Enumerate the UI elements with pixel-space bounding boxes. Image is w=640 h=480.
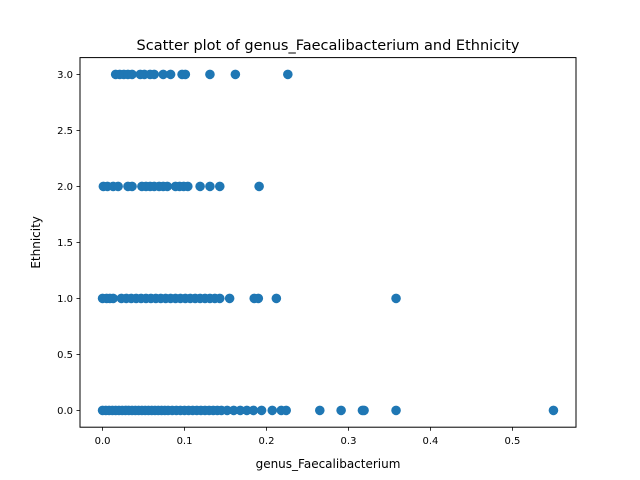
scatter-point [230,69,241,80]
x-tick-label: 0.4 [423,436,439,447]
y-tick-label: 0.5 [57,350,73,361]
scatter-point [315,405,325,416]
scatter-point [224,293,235,304]
scatter-point [127,181,137,192]
scatter-point [235,405,246,416]
scatter-point [205,69,215,80]
scatter-point [214,181,225,192]
scatter-point [283,69,293,80]
y-tick-label: 2.0 [57,182,73,193]
scatter-point [271,293,282,304]
scatter-point [281,405,291,416]
scatter-point [205,181,215,192]
y-tick-label: 0.0 [57,406,73,417]
scatter-point [127,69,137,80]
scatter-point [253,293,264,304]
scatter-point [180,69,191,80]
scatter-point [165,69,176,80]
scatter-point [267,405,278,416]
scatter-point [113,181,123,192]
scatter-point [391,293,401,304]
y-axis-label: Ethnicity [29,216,43,269]
scatter-point [222,405,232,416]
x-tick-label: 0.2 [259,436,275,447]
x-tick-label: 0.5 [505,436,521,447]
x-tick-label: 0.1 [177,436,193,447]
scatter-point [108,293,118,304]
scatter-point [162,181,173,192]
scatter-point [336,405,346,416]
scatter-point [391,405,401,416]
plot-area [97,69,559,416]
scatter-point [183,181,193,192]
x-axis: 0.0 0.1 0.2 0.3 0.4 0.5 [95,427,521,447]
scatter-point [548,405,559,416]
x-axis-label: genus_Faecalibacterium [256,457,401,471]
scatter-point [149,69,159,80]
x-tick-label: 0.0 [95,436,111,447]
y-tick-label: 1.5 [57,238,73,249]
chart-title: Scatter plot of genus_Faecalibacterium a… [137,38,520,54]
y-tick-label: 3.0 [57,70,73,81]
y-tick-label: 1.0 [57,294,73,305]
scatter-point [248,405,259,416]
scatter-point [256,405,267,416]
scatter-point [228,405,239,416]
scatter-point [214,293,225,304]
scatter-point [195,181,205,192]
scatter-point [158,69,169,80]
scatter-point [242,405,252,416]
scatter-point [359,405,369,416]
y-tick-label: 2.5 [57,126,73,137]
x-tick-label: 0.3 [341,436,357,447]
scatter-point [254,181,264,192]
y-axis: 0.0 0.5 1.0 1.5 2.0 2.5 3.0 [57,70,80,417]
